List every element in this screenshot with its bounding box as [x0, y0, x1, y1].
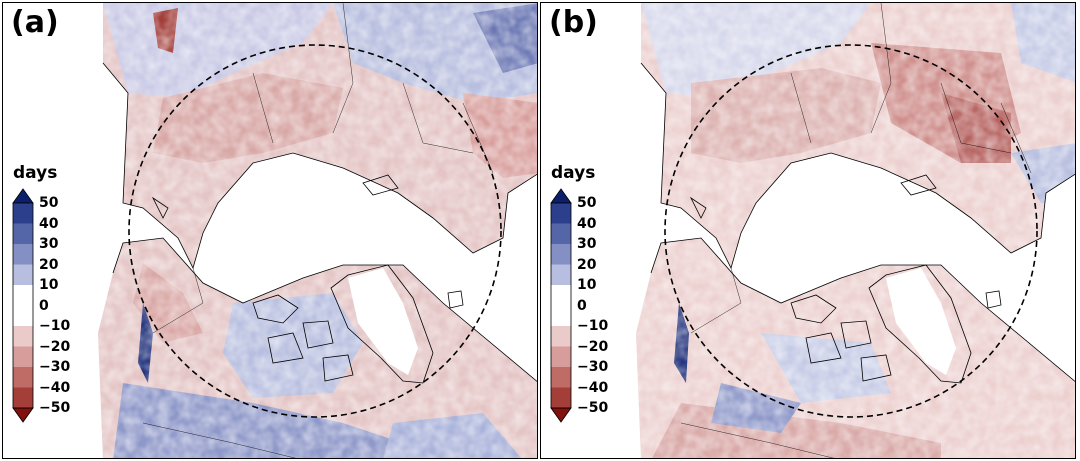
colorbar-extend-max	[550, 188, 572, 204]
arctic-circle-boundary	[128, 44, 502, 418]
panel-label-a: (a)	[11, 5, 59, 40]
colorbar-segment	[551, 305, 571, 326]
arctic-map-a	[98, 3, 537, 458]
colorbar-segment	[551, 326, 571, 347]
colorbar-segment	[551, 387, 571, 408]
colorbar-frame	[550, 202, 572, 409]
colorbar-tick-label: 30	[37, 236, 61, 252]
colorbar-segment	[13, 264, 33, 285]
colorbar-segment	[551, 367, 571, 388]
colorbar-tick-label: −50	[575, 400, 611, 416]
colorbar-tick-label: −30	[575, 359, 611, 375]
colorbar-tick-label: −40	[575, 379, 611, 396]
colorbar-a: days 50 40 30 20 10 0 −10 −20 −30 −40 −50	[7, 163, 117, 453]
colorbar-segment	[13, 223, 33, 244]
colorbar-segment	[551, 264, 571, 285]
colorbar-segment	[13, 346, 33, 367]
colorbar-tick-label: −30	[37, 359, 73, 375]
colorbar-segment	[13, 367, 33, 388]
colorbar-tick-label: 50	[37, 195, 61, 211]
colorbar-frame	[12, 202, 34, 409]
colorbar-tick-label: 30	[575, 236, 599, 252]
colorbar-title: days	[549, 163, 598, 183]
colorbar-segment	[551, 346, 571, 367]
colorbar-swatches	[12, 188, 34, 423]
colorbar-tick-label: 10	[575, 277, 599, 293]
arctic-map-b	[636, 3, 1075, 458]
colorbar-segment	[13, 244, 33, 265]
colorbar-extend-min	[550, 407, 572, 423]
colorbar-segment	[13, 387, 33, 408]
colorbar-tick-label: −20	[575, 338, 611, 355]
colorbar-title: days	[11, 163, 60, 183]
panel-label-b: (b)	[549, 5, 598, 40]
colorbar-segment	[13, 326, 33, 347]
colorbar-tick-label: 20	[575, 256, 599, 273]
colorbar-tick-label: 20	[37, 256, 61, 273]
colorbar-tick-label: −10	[37, 318, 73, 334]
colorbar-tick-label: 10	[37, 277, 61, 293]
map-panel-a: (a) days 50 40 30 20 10 0 −10 −20 −30 −40 −50	[2, 2, 538, 459]
colorbar-segment	[551, 203, 571, 224]
colorbar-tick-label: 0	[575, 297, 589, 314]
colorbar-tick-label: 40	[37, 215, 61, 232]
colorbar-tick-label: −20	[37, 338, 73, 355]
colorbar-segment	[13, 203, 33, 224]
colorbar-tick-label: −40	[37, 379, 73, 396]
colorbar-segment	[13, 285, 33, 306]
colorbar-b: days 50 40 30 20 10 0 −10 −20 −30 −40 −50	[545, 163, 655, 453]
map-panel-b: (b) days 50 40 30 20 10 0 −10 −20 −30 −40 −50	[540, 2, 1076, 459]
colorbar-tick-label: 40	[575, 215, 599, 232]
colorbar-segment	[13, 305, 33, 326]
colorbar-tick-label: −50	[37, 400, 73, 416]
colorbar-swatches	[550, 188, 572, 423]
colorbar-tick-label: 50	[575, 195, 599, 211]
colorbar-segment	[551, 223, 571, 244]
colorbar-segment	[551, 244, 571, 265]
colorbar-extend-min	[12, 407, 34, 423]
arctic-circle-boundary	[664, 44, 1038, 418]
colorbar-tick-label: 0	[37, 297, 51, 314]
colorbar-extend-max	[12, 188, 34, 204]
colorbar-segment	[551, 285, 571, 306]
colorbar-tick-label: −10	[575, 318, 611, 334]
